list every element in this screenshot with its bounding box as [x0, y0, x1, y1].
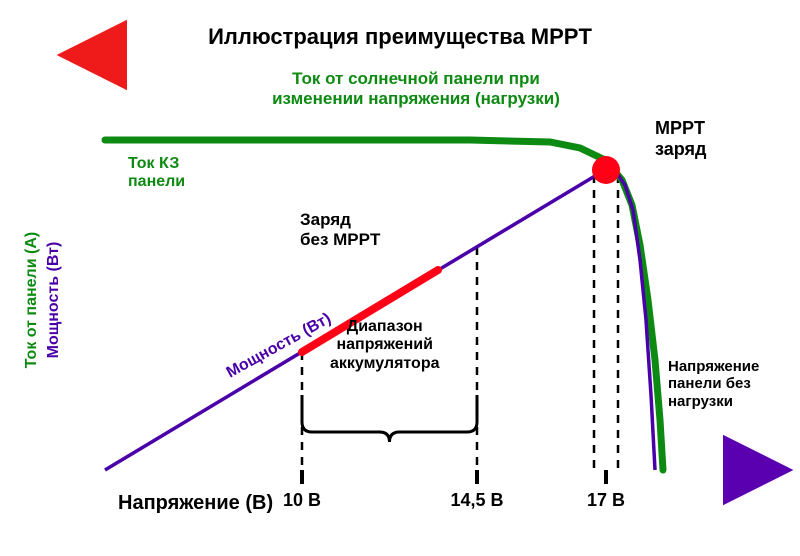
battery-range-label: Диапазон напряжений аккумулятора [330, 318, 439, 373]
svg-text:Мощность (Вт): Мощность (Вт) [45, 242, 62, 359]
chart-title: Иллюстрация преимущества MPPT [0, 24, 800, 50]
battery-range-brace [302, 395, 477, 442]
tick-label: 17 В [587, 490, 625, 510]
tick-label: 14,5 В [450, 490, 503, 510]
tick-label: 10 В [283, 490, 321, 510]
y-axis-labels: Ток от панели (А) Мощность (Вт) [23, 232, 62, 368]
chart-root: Иллюстрация преимущества MPPT [0, 0, 800, 556]
isc-label: Ток КЗ панели [128, 155, 185, 192]
iv-curve-label: Ток от солнечной панели при изменении на… [246, 69, 586, 108]
mppt-label: MPPT заряд [655, 118, 706, 159]
voc-label: Напряжение панели без нагрузки [668, 358, 759, 410]
svg-text:Ток от панели (А): Ток от панели (А) [23, 232, 40, 368]
no-mppt-label: Заряд без MPPT [300, 210, 380, 249]
mppt-point [592, 156, 620, 184]
x-axis-label: Напряжение (В) [118, 492, 273, 515]
